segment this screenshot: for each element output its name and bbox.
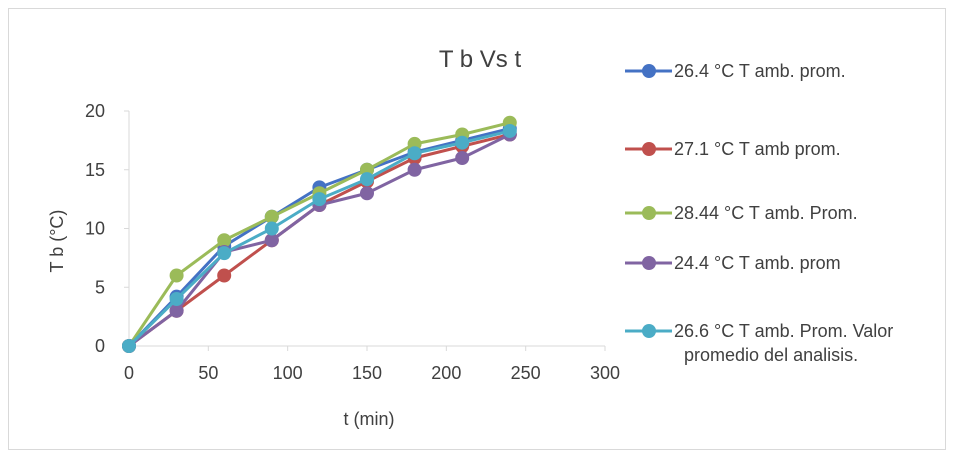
legend-label-line: 26.6 °C T amb. Prom. Valor [674, 321, 893, 341]
legend-label-line: 24.4 °C T amb. prom [674, 253, 841, 273]
series-4 [122, 127, 517, 353]
data-point [264, 221, 279, 236]
data-point [217, 268, 232, 283]
series-line [128, 133, 511, 348]
legend-swatch-marker [642, 142, 656, 156]
data-point [264, 209, 279, 224]
data-point [407, 146, 422, 161]
x-tick-label: 300 [590, 363, 620, 383]
x-tick-label: 100 [273, 363, 303, 383]
data-point [455, 151, 470, 165]
legend-label-line: promedio del analisis. [684, 345, 858, 365]
data-point [217, 246, 232, 261]
legend-swatch-marker [642, 64, 656, 78]
legend-item-4: 24.4 °C T amb. prom [625, 253, 841, 273]
legend-label-line: 26.4 °C T amb. prom. [674, 61, 846, 81]
legend-item-2: 27.1 °C T amb prom. [625, 139, 841, 159]
x-tick-label: 200 [431, 363, 461, 383]
legend-label-line: 28.44 °C T amb. Prom. [674, 203, 858, 223]
data-point [312, 192, 327, 207]
x-tick-label: 150 [352, 363, 382, 383]
y-tick-label: 5 [95, 277, 105, 297]
x-axis-label: t (min) [344, 409, 395, 429]
y-tick-label: 20 [85, 101, 105, 121]
line-chart: T b Vs t T b (°C) t (min) 0 50 100 150 200 25… [47, 46, 893, 429]
data-point [169, 292, 184, 306]
y-tick-label: 10 [85, 219, 105, 239]
axes: 0 50 100 150 200 250 300 0 5 10 15 20 [85, 101, 620, 383]
chart-frame: T b Vs t T b (°C) t (min) 0 50 100 150 200 25… [8, 8, 946, 450]
legend-swatch-marker [642, 324, 656, 338]
legend-swatch-marker [642, 256, 656, 270]
data-point [217, 233, 232, 248]
data-point [455, 135, 470, 150]
data-point [360, 172, 374, 187]
data-point [407, 162, 422, 177]
legend-item-1: 26.4 °C T amb. prom. [625, 61, 846, 81]
y-axis-label: T b (°C) [47, 210, 67, 273]
data-point [502, 123, 517, 138]
series-line [128, 133, 511, 348]
series-line [127, 121, 511, 347]
data-point [360, 186, 374, 201]
legend: 26.4 °C T amb. prom. 27.1 °C T amb prom. 2… [625, 61, 893, 365]
y-tick-label: 0 [95, 336, 105, 356]
x-tick-label: 0 [124, 363, 134, 383]
data-point [169, 268, 184, 283]
legend-label-line: 27.1 °C T amb prom. [674, 139, 841, 159]
series-layer [122, 115, 517, 353]
legend-item-5: 26.6 °C T amb. Prom. Valor promedio del a… [625, 321, 893, 365]
legend-item-3: 28.44 °C T amb. Prom. [625, 203, 858, 223]
legend-label: 26.6 °C T amb. Prom. Valor promedio del a… [674, 321, 893, 365]
data-point [122, 339, 136, 353]
legend-label: 27.1 °C T amb prom. [674, 139, 841, 159]
chart-title: T b Vs t [439, 46, 522, 73]
data-point [264, 233, 279, 248]
y-tick-label: 15 [85, 160, 105, 180]
legend-label: 28.44 °C T amb. Prom. [674, 203, 858, 223]
legend-label: 24.4 °C T amb. prom [674, 253, 841, 273]
legend-swatch-marker [642, 206, 656, 220]
series-5 [122, 123, 517, 353]
x-tick-label: 50 [198, 363, 218, 383]
data-point [169, 303, 184, 318]
series-line [127, 129, 511, 348]
x-tick-label: 250 [511, 363, 541, 383]
legend-label: 26.4 °C T amb. prom. [674, 61, 846, 81]
